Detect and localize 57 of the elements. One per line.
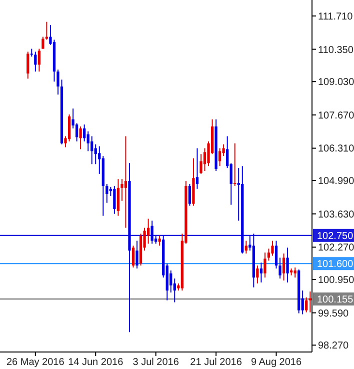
candlestick — [120, 178, 124, 202]
candlestick — [56, 69, 60, 96]
candlestick — [94, 144, 97, 165]
x-tick-label: 14 Jun 2016 — [68, 357, 124, 368]
x-tick-label: 26 May 2016 — [6, 357, 65, 368]
y-tick-label: 109.030 — [318, 77, 354, 88]
candlestick — [308, 291, 312, 313]
candlestick — [286, 247, 289, 283]
candlestick — [116, 178, 120, 216]
candlestick — [244, 240, 248, 254]
x-tick-label: 3 Jul 2016 — [132, 357, 180, 368]
candlestick — [90, 136, 94, 165]
candlestick — [200, 154, 202, 174]
candlestick — [271, 240, 274, 256]
y-tick-label: 102.270 — [318, 242, 354, 254]
x-tick-label: 9 Aug 2016 — [250, 357, 302, 368]
candlestick — [38, 48, 40, 72]
candlestick — [136, 240, 138, 269]
candlestick — [218, 148, 222, 167]
ref-line-label: 101.600 — [317, 259, 354, 270]
x-tick-label: 21 Jul 2016 — [190, 357, 242, 368]
y-tick-label: 98.270 — [318, 340, 350, 352]
candlestick — [294, 267, 296, 278]
candlestick — [196, 148, 199, 190]
candlestick — [113, 185, 116, 214]
candlestick — [264, 252, 266, 278]
candlestick — [79, 126, 82, 150]
y-tick-label: 103.630 — [318, 209, 354, 220]
y-tick-label: 99.590 — [318, 308, 350, 320]
candlestick — [256, 265, 259, 284]
candlestick — [146, 218, 150, 244]
y-tick-label: 107.670 — [318, 110, 354, 122]
candlestick — [158, 235, 161, 246]
candlestick — [188, 183, 192, 206]
candlestick — [106, 183, 108, 204]
y-tick-label: 104.990 — [318, 176, 354, 188]
candlestick — [282, 253, 286, 281]
candlestick — [75, 122, 78, 142]
y-tick-label: 111.710 — [318, 11, 354, 22]
candlestick — [203, 148, 206, 172]
y-tick-label: 100.950 — [318, 275, 354, 286]
candlestick — [86, 130, 90, 152]
y-tick-label: 110.350 — [318, 44, 354, 56]
candlestick — [26, 51, 30, 80]
candlestick — [260, 262, 263, 283]
candlestick — [124, 136, 128, 228]
candlestick — [170, 270, 172, 293]
candlestick — [150, 220, 154, 244]
candlestick — [132, 245, 135, 268]
ref-line-label: 102.750 — [317, 230, 354, 242]
candlestick — [83, 124, 86, 142]
candlestick — [34, 51, 37, 72]
candlestick — [68, 114, 71, 142]
ref-line-label: 100.155 — [317, 294, 354, 306]
candlestick — [234, 142, 236, 186]
y-tick-label: 106.310 — [318, 144, 354, 155]
candlestick — [305, 296, 308, 313]
